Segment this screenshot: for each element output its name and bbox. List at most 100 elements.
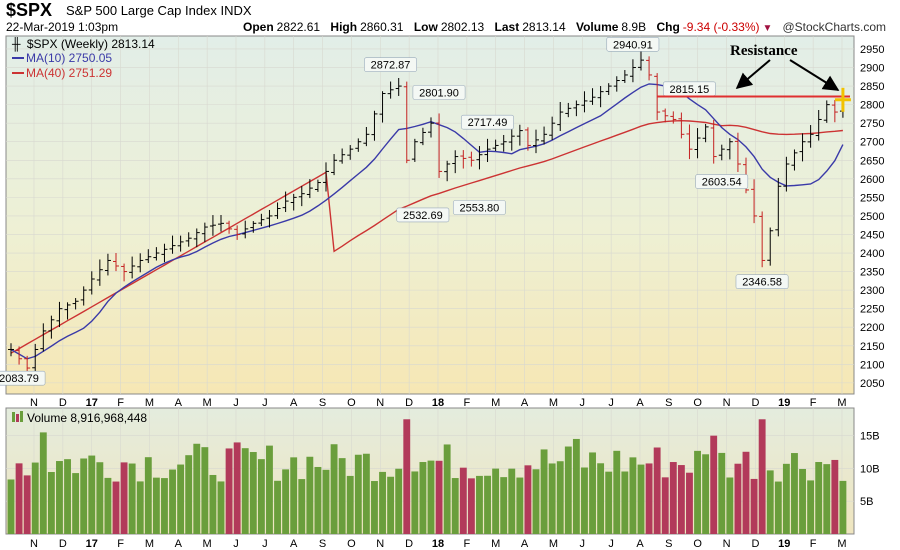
volume-bar xyxy=(484,475,491,534)
annotation-box xyxy=(364,57,417,72)
volume-x-tick-label: A xyxy=(521,538,529,550)
volume-bar xyxy=(306,456,314,534)
volume-bar xyxy=(734,463,742,534)
price-bar xyxy=(104,253,111,276)
volume-bar xyxy=(209,474,217,534)
volume-bar xyxy=(322,469,330,534)
volume-bar xyxy=(459,467,467,534)
y-tick-label: 2750 xyxy=(860,118,884,130)
x-tick-label: D xyxy=(59,397,67,409)
volume-bar xyxy=(249,452,257,534)
resistance-arrow-left xyxy=(735,59,771,90)
legend: ╫ $SPX (Weekly) 2813.14 MA(10) 2750.05 M… xyxy=(11,37,155,80)
volume-bar xyxy=(524,465,532,534)
volume-bar xyxy=(298,479,306,534)
volume-x-tick-label: D xyxy=(59,538,67,550)
price-bar xyxy=(549,116,556,140)
price-bar xyxy=(629,59,636,83)
down-triangle-icon: ▼ xyxy=(762,23,773,34)
x-tick-label: N xyxy=(723,397,731,409)
volume-bar xyxy=(621,471,629,534)
price-bar xyxy=(16,346,23,365)
annotation-text: 2815.15 xyxy=(670,84,710,96)
price-annotation: 2717.49 xyxy=(461,114,514,130)
volume-bar xyxy=(217,481,225,534)
annotation-box xyxy=(606,36,660,52)
ma40-line xyxy=(10,119,843,354)
open-label: Open xyxy=(243,20,274,34)
volume-bar xyxy=(282,469,290,534)
price-bar xyxy=(161,243,168,263)
annotation-text: 2553.80 xyxy=(460,203,500,215)
price-bar xyxy=(363,126,370,147)
volume-x-tick-label: 19 xyxy=(778,538,790,550)
x-tick-label: F xyxy=(463,397,470,409)
price-bar xyxy=(581,91,588,113)
volume-bar xyxy=(726,477,734,534)
price-bar xyxy=(113,252,119,272)
price-bar xyxy=(557,101,564,132)
annotation-box xyxy=(461,114,514,130)
volume-bar xyxy=(31,462,39,534)
price-annotation: 2872.87 xyxy=(364,57,417,72)
y-tick-label: 2400 xyxy=(860,248,884,260)
volume-legend: Volume 8,916,968,448 xyxy=(12,411,147,425)
volume-x-tick-label: A xyxy=(175,538,183,550)
volume-bar xyxy=(435,460,443,534)
volume-bar xyxy=(661,477,669,534)
volume-bar xyxy=(839,480,847,534)
price-bar xyxy=(185,232,192,247)
volume-bar xyxy=(467,478,475,534)
price-bar xyxy=(686,124,693,160)
exchange: INDX xyxy=(220,3,252,18)
price-bar xyxy=(799,133,806,162)
volume-x-tick-label: S xyxy=(319,538,326,550)
price-bar xyxy=(767,227,774,266)
price-bar xyxy=(508,127,515,151)
low-label: Low xyxy=(413,20,438,34)
volume-bar xyxy=(556,461,564,534)
volume-bar xyxy=(791,453,798,534)
y-tick-label: 2250 xyxy=(860,304,884,316)
volume-bar xyxy=(419,462,427,534)
volume-x-tick-label: A xyxy=(636,538,644,550)
y-tick-label: 2300 xyxy=(860,285,884,297)
price-bar xyxy=(314,179,321,192)
x-tick-label: M xyxy=(549,397,558,409)
volume-y-tick-label: 10B xyxy=(860,463,880,475)
last-value: 2813.14 xyxy=(522,20,566,34)
volume-bar xyxy=(72,473,80,534)
x-tick-label: 17 xyxy=(86,397,98,409)
y-tick-label: 2450 xyxy=(860,229,884,241)
volume-bar xyxy=(177,464,185,534)
volume-bar xyxy=(823,464,831,534)
volume-bar xyxy=(56,461,63,534)
price-bar xyxy=(428,117,434,138)
volume-bar xyxy=(120,462,128,534)
price-bar xyxy=(710,119,717,164)
x-tick-label: O xyxy=(693,397,702,409)
annotation-box xyxy=(735,274,789,290)
price-bar xyxy=(371,110,378,141)
x-tick-label: F xyxy=(810,397,817,409)
volume-bar xyxy=(710,435,718,534)
volume-bar xyxy=(136,481,144,534)
index-full-name: S&P 500 Large Cap Index xyxy=(66,3,217,18)
price-bar xyxy=(500,134,507,152)
high-value: 2860.31 xyxy=(360,20,404,34)
volume-bar xyxy=(564,446,572,534)
legend-price: ╫ $SPX (Weekly) 2813.14 xyxy=(11,37,155,52)
x-tick-label: A xyxy=(175,397,183,409)
y-tick-label: 2550 xyxy=(860,192,884,204)
price-bar xyxy=(533,129,539,154)
annotation-box xyxy=(396,207,450,223)
volume-bar xyxy=(516,477,524,534)
volume-bar xyxy=(597,463,605,534)
volume-bar xyxy=(346,475,354,534)
volume-bar xyxy=(128,463,136,534)
volume-x-tick-label: 17 xyxy=(86,538,98,550)
y-tick-label: 2150 xyxy=(860,341,884,353)
volume-bar xyxy=(403,419,411,534)
annotation-text: 2872.87 xyxy=(371,60,411,72)
volume-x-tick-label: M xyxy=(145,538,154,550)
